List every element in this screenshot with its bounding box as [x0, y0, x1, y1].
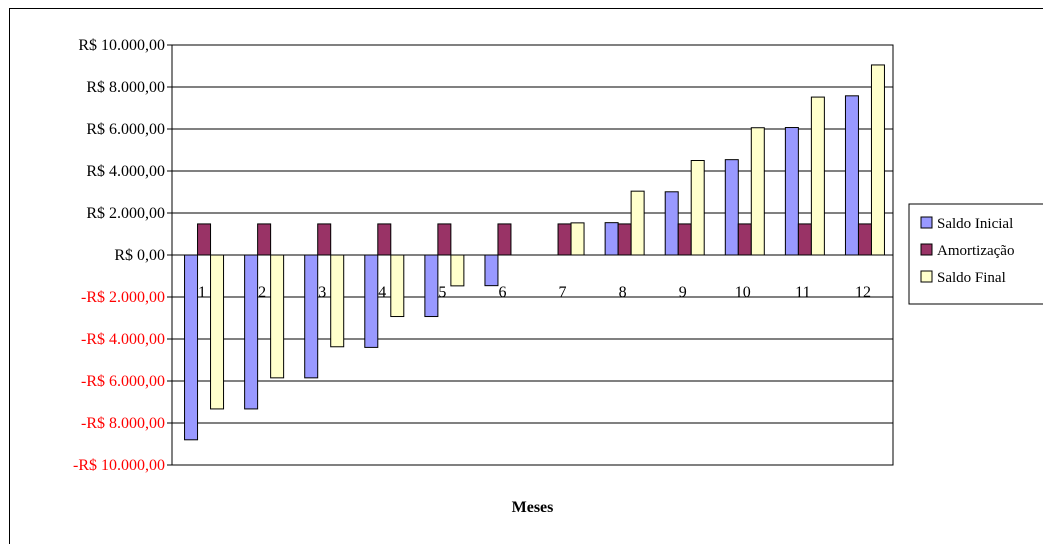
- x-tick-label: 9: [679, 284, 687, 301]
- legend-label: Saldo Final: [937, 270, 1006, 286]
- bar-saldo-inicial-2: [244, 254, 259, 410]
- bar-amortiza-o-8: [617, 223, 632, 256]
- y-tick-label: R$ 2.000,00: [86, 205, 165, 222]
- x-tick-label: 5: [438, 284, 446, 301]
- bar-saldo-final-12: [870, 64, 885, 256]
- bar-amortiza-o-5: [437, 223, 452, 256]
- bar-saldo-final-7: [570, 222, 585, 256]
- y-tick-label: R$ 0,00: [114, 247, 165, 264]
- bar-saldo-final-4: [390, 254, 405, 318]
- y-tick-label: -R$ 8.000,00: [81, 415, 165, 432]
- bar-saldo-final-9: [690, 160, 705, 256]
- legend-label: Amortização: [937, 243, 1014, 259]
- bar-amortiza-o-7: [557, 223, 572, 256]
- bar-amortiza-o-2: [257, 223, 272, 256]
- bar-saldo-inicial-4: [364, 254, 379, 348]
- bar-amortiza-o-9: [677, 223, 692, 256]
- bar-amortiza-o-6: [497, 223, 512, 256]
- x-tick-label: 6: [498, 284, 506, 301]
- x-axis-title: Meses: [512, 499, 554, 516]
- legend-swatch: [920, 216, 933, 229]
- bar-amortiza-o-12: [857, 223, 872, 256]
- x-tick-label: 7: [559, 284, 567, 301]
- bar-saldo-final-1: [210, 254, 225, 410]
- bar-saldo-final-11: [810, 96, 825, 256]
- bar-saldo-inicial-3: [304, 254, 319, 379]
- legend-swatch: [920, 270, 933, 283]
- bar-amortiza-o-11: [797, 223, 812, 256]
- bar-amortiza-o-3: [317, 223, 332, 256]
- legend-label: Saldo Inicial: [937, 216, 1013, 232]
- y-tick-label: R$ 8.000,00: [86, 79, 165, 96]
- bar-saldo-inicial-1: [184, 254, 199, 441]
- bar-saldo-inicial-8: [604, 222, 619, 256]
- bar-saldo-inicial-9: [664, 191, 679, 256]
- y-tick-label: -R$ 4.000,00: [81, 331, 165, 348]
- bar-saldo-inicial-11: [784, 127, 799, 256]
- y-tick-label: -R$ 2.000,00: [81, 289, 165, 306]
- x-tick-label: 12: [855, 284, 871, 301]
- bar-amortiza-o-10: [737, 223, 752, 256]
- y-tick-label: R$ 10.000,00: [78, 37, 165, 54]
- y-tick-label: -R$ 6.000,00: [81, 373, 165, 390]
- bar-saldo-inicial-12: [844, 95, 859, 256]
- x-tick-label: 1: [198, 284, 206, 301]
- x-tick-label: 2: [258, 284, 266, 301]
- x-tick-label: 4: [378, 284, 386, 301]
- y-tick-label: R$ 4.000,00: [86, 163, 165, 180]
- bar-amortiza-o-4: [377, 223, 392, 256]
- bar-saldo-inicial-10: [724, 159, 739, 256]
- x-tick-label: 11: [795, 284, 810, 301]
- bar-saldo-final-2: [270, 254, 285, 379]
- x-tick-label: 8: [619, 284, 627, 301]
- bar-saldo-inicial-5: [424, 254, 439, 318]
- bar-saldo-final-5: [450, 254, 465, 287]
- bar-saldo-final-8: [630, 190, 645, 256]
- bar-saldo-final-3: [330, 254, 345, 348]
- bar-amortiza-o-1: [197, 223, 212, 256]
- bar-saldo-final-10: [750, 127, 765, 256]
- y-tick-label: -R$ 10.000,00: [73, 457, 165, 474]
- bar-saldo-inicial-6: [484, 254, 499, 287]
- y-tick-label: R$ 6.000,00: [86, 121, 165, 138]
- legend-swatch: [920, 243, 933, 256]
- x-tick-label: 10: [735, 284, 751, 301]
- x-tick-label: 3: [318, 284, 326, 301]
